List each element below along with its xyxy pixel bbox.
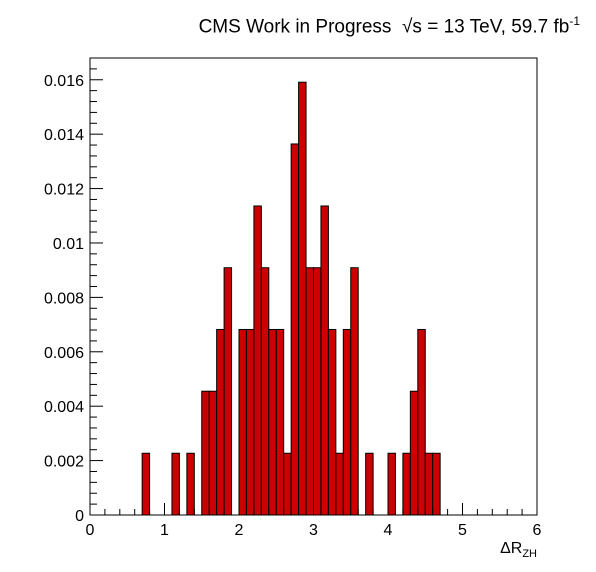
histogram-bar bbox=[216, 328, 225, 516]
y-tick-label: 0.014 bbox=[44, 127, 84, 144]
y-tick-label: 0.002 bbox=[44, 454, 84, 471]
y-tick-label: 0.008 bbox=[44, 290, 84, 307]
histogram-bar bbox=[208, 390, 218, 516]
chart-title: CMS Work in Progress √s = 13 TeV, 59.7 f… bbox=[0, 14, 580, 38]
x-tick-label: 3 bbox=[309, 522, 318, 539]
x-tick-label: 2 bbox=[235, 522, 244, 539]
x-axis-label: ΔRZH bbox=[500, 540, 537, 560]
y-tick-label: 0.012 bbox=[44, 182, 84, 199]
histogram-bar bbox=[365, 452, 374, 516]
x-axis-label-main: ΔR bbox=[500, 540, 522, 557]
histogram-bar bbox=[245, 328, 255, 516]
histogram-bar bbox=[260, 267, 270, 516]
histogram-bar bbox=[327, 328, 337, 516]
title-sqrt-s: √s bbox=[402, 16, 422, 38]
histogram-bar bbox=[253, 205, 262, 516]
histogram-bar bbox=[417, 328, 426, 516]
title-energy-lumi: = 13 TeV, 59.7 fb bbox=[421, 16, 570, 38]
histogram-bar bbox=[268, 328, 277, 516]
x-tick-label: 6 bbox=[533, 522, 542, 539]
histogram-bar bbox=[313, 267, 322, 516]
histogram-bar bbox=[320, 205, 329, 516]
x-tick-label: 1 bbox=[160, 522, 169, 539]
histogram-bar bbox=[171, 452, 180, 516]
histogram-bar bbox=[298, 81, 307, 516]
histogram-bar bbox=[186, 452, 195, 516]
histogram-bar bbox=[283, 452, 292, 516]
histogram-bar bbox=[335, 452, 344, 516]
histogram-bar bbox=[432, 452, 441, 516]
histogram-bar bbox=[350, 267, 359, 516]
y-tick-label: 0.016 bbox=[44, 73, 84, 90]
title-prefix: CMS Work in Progress bbox=[198, 16, 392, 38]
x-axis-ticks: 0 1 2 3 4 5 6 bbox=[86, 503, 542, 539]
x-axis-label-sub: ZH bbox=[522, 548, 537, 560]
y-tick-label: 0.004 bbox=[44, 399, 84, 416]
histogram-bar bbox=[201, 390, 210, 516]
x-tick-label: 0 bbox=[86, 522, 95, 539]
histogram-bar bbox=[424, 452, 434, 516]
histogram-bar bbox=[402, 452, 411, 516]
histogram-bar bbox=[141, 452, 151, 516]
title-lumi-exponent: -1 bbox=[569, 14, 580, 28]
histogram-bar bbox=[223, 267, 233, 516]
histogram-bar bbox=[342, 328, 352, 516]
histogram-bars bbox=[141, 81, 441, 516]
histogram-bar bbox=[275, 328, 285, 516]
histogram-bar bbox=[238, 328, 247, 516]
histogram-bar bbox=[409, 390, 419, 516]
histogram-bar bbox=[290, 143, 300, 516]
x-tick-label: 5 bbox=[458, 522, 467, 539]
y-tick-label: 0.01 bbox=[53, 236, 84, 253]
histogram-bar bbox=[387, 452, 396, 516]
y-axis-ticks: 0 0.002 0.004 0.006 0.008 0.01 0.012 0.014 0.016 bbox=[44, 57, 103, 525]
y-tick-label: 0 bbox=[75, 508, 84, 525]
y-tick-label: 0.006 bbox=[44, 345, 84, 362]
x-tick-label: 4 bbox=[384, 522, 393, 539]
histogram-bar bbox=[305, 267, 314, 516]
